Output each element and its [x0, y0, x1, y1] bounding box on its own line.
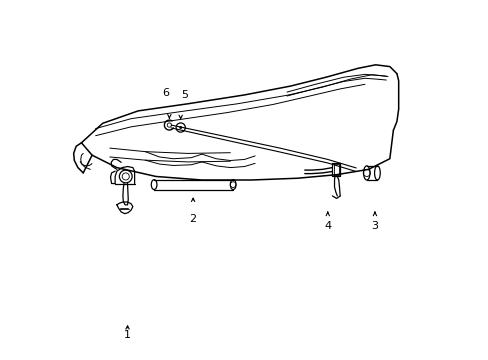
Text: 3: 3: [371, 221, 378, 231]
Text: 5: 5: [181, 90, 187, 100]
Ellipse shape: [363, 166, 369, 180]
Ellipse shape: [374, 166, 380, 180]
Ellipse shape: [230, 180, 236, 190]
Ellipse shape: [151, 180, 157, 190]
Circle shape: [179, 126, 182, 129]
Text: 4: 4: [324, 221, 331, 231]
Text: 6: 6: [162, 88, 169, 98]
Text: 2: 2: [189, 214, 196, 224]
Text: 1: 1: [124, 330, 131, 340]
